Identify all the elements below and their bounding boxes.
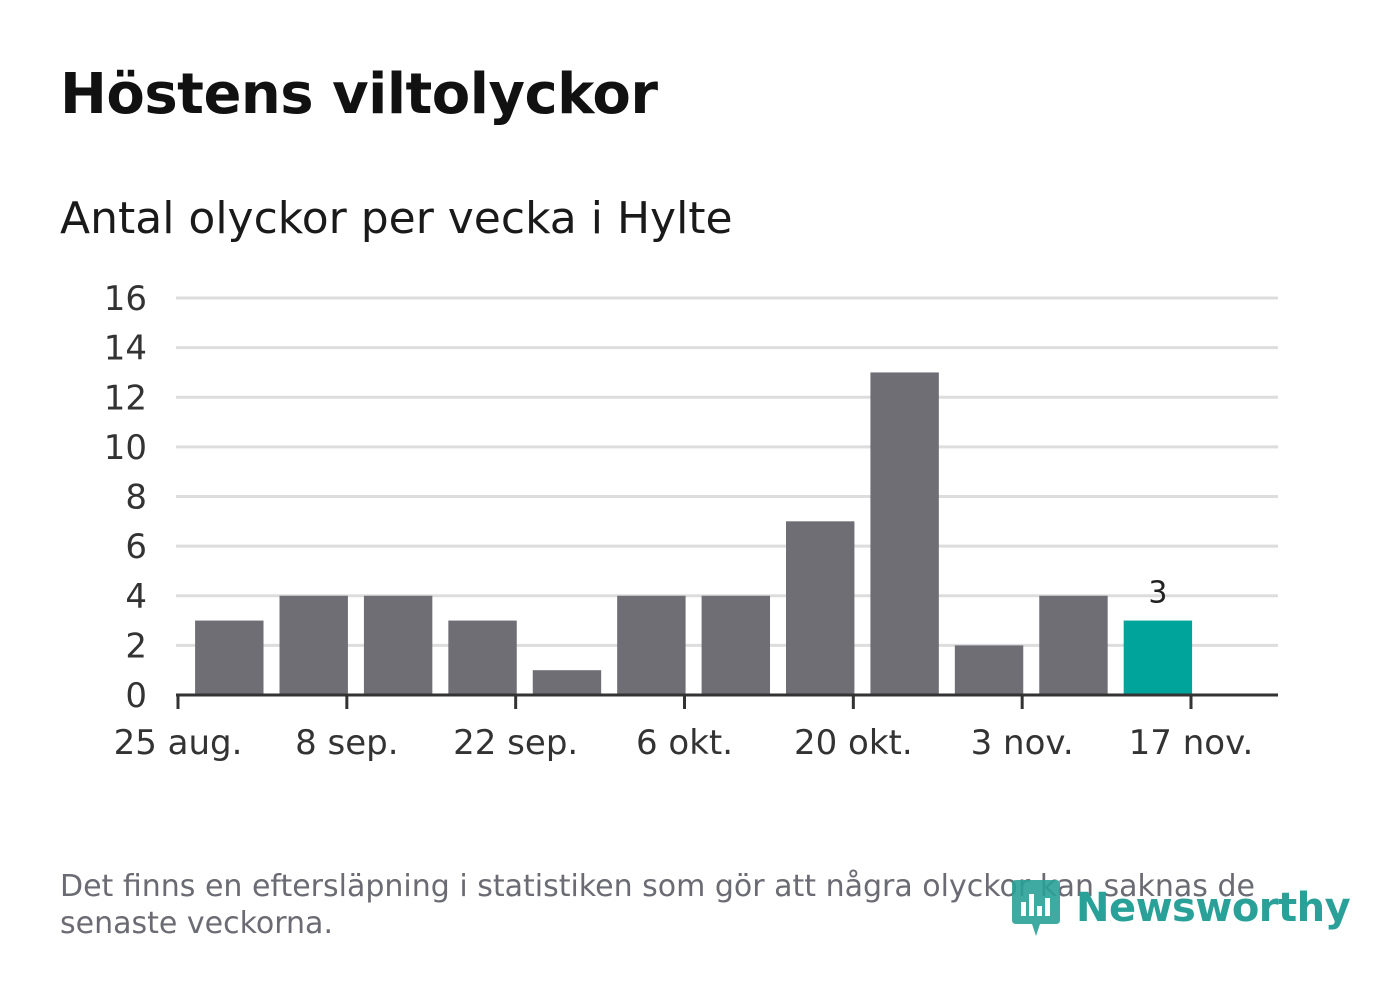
y-tick-label: 0 [125, 676, 147, 716]
x-tick-label: 8 sep. [295, 723, 398, 763]
logo-text: Newsworthy [1076, 885, 1351, 931]
y-tick-label: 14 [104, 329, 147, 369]
chart-title: Höstens viltolyckor [60, 62, 658, 127]
newsworthy-logo-icon [1012, 880, 1060, 936]
y-tick-label: 10 [104, 428, 147, 468]
x-tick-label: 3 nov. [971, 723, 1074, 763]
bar [786, 521, 855, 695]
y-axis-ticks: 0 2 4 6 8 10 12 14 16 [104, 279, 147, 716]
data-labels: 3 [1148, 576, 1167, 611]
chart-subtitle: Antal olyckor per vecka i Hylte [60, 193, 733, 244]
x-tick-label: 20 okt. [794, 723, 913, 763]
bar [870, 372, 939, 695]
bar [279, 595, 348, 695]
bar [532, 670, 602, 695]
bar [448, 620, 517, 695]
bar-highlighted [1123, 620, 1193, 695]
bar [954, 645, 1024, 695]
newsworthy-logo: Newsworthy [1010, 876, 1351, 940]
x-tick-label: 22 sep. [453, 723, 578, 763]
x-tick-label: 25 aug. [114, 723, 243, 763]
bar [701, 595, 771, 695]
bar-value-label: 3 [1148, 576, 1167, 611]
y-tick-label: 2 [125, 626, 147, 666]
grid-lines [176, 296, 1278, 647]
y-tick-label: 16 [104, 279, 147, 319]
bar [195, 620, 264, 695]
x-tick-label: 17 nov. [1129, 723, 1254, 763]
x-axis-ticks: 25 aug. 8 sep. 22 sep. 6 okt. 20 okt. 3 nov. 1… [114, 695, 1254, 763]
y-tick-label: 12 [104, 378, 147, 418]
bar [617, 595, 686, 695]
bars [195, 372, 1193, 695]
bar [1039, 595, 1108, 695]
y-tick-label: 4 [125, 577, 147, 617]
bar [363, 595, 433, 695]
x-tick-label: 6 okt. [636, 723, 733, 763]
y-tick-label: 6 [125, 527, 147, 567]
y-tick-label: 8 [125, 478, 147, 518]
